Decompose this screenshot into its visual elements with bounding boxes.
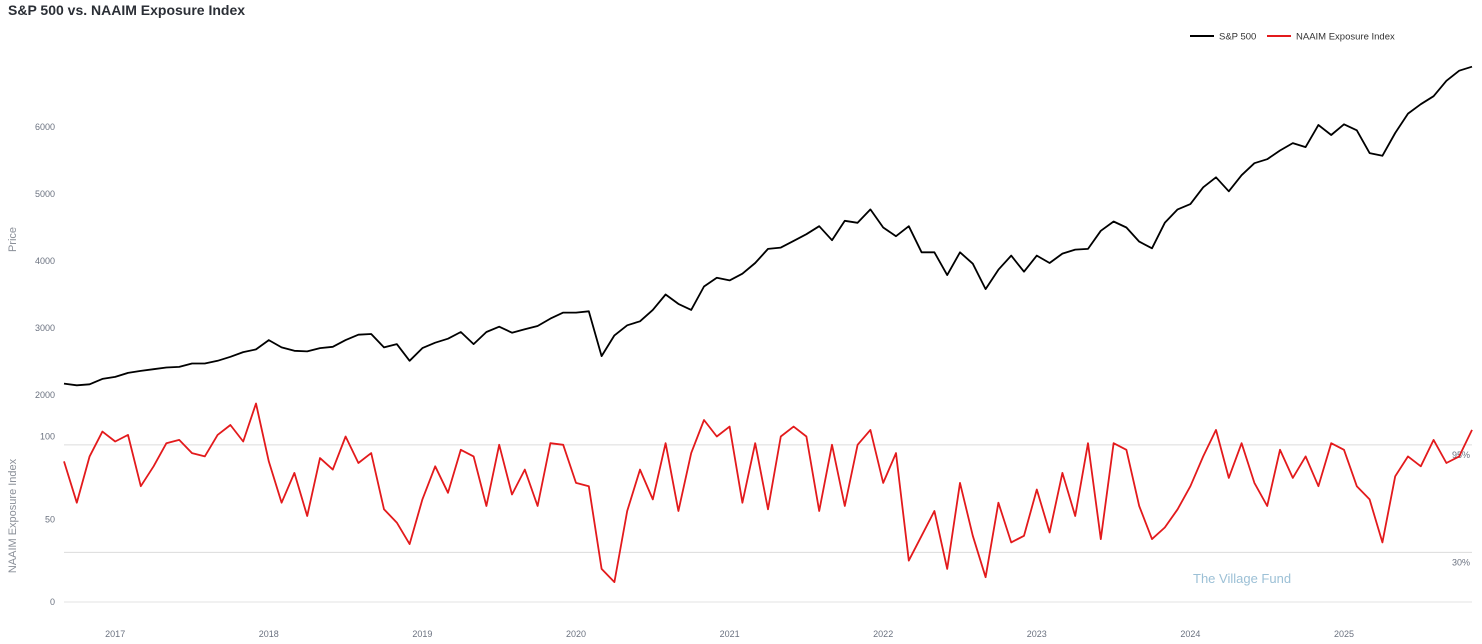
price-y-tick-label: 4000 (35, 256, 55, 266)
naaim-series-line (63, 402, 1473, 583)
x-tick-label: 2019 (412, 629, 432, 639)
chart-title: S&P 500 vs. NAAIM Exposure Index (8, 2, 246, 18)
x-axis: 2017 2018 2019 2020 2021 2022 2023 2024 2025 (105, 629, 1354, 639)
sp500-series-line (63, 65, 1473, 387)
x-tick-label: 2017 (105, 629, 125, 639)
price-y-axis-title: Price (7, 227, 19, 252)
x-tick-label: 2021 (720, 629, 740, 639)
x-tick-label: 2024 (1180, 629, 1200, 639)
legend: S&P 500 NAAIM Exposure Index (1190, 32, 1395, 43)
naaim-y-tick-label: 100 (40, 432, 55, 442)
watermark: The Village Fund (1193, 571, 1291, 586)
legend-label: S&P 500 (1219, 32, 1256, 43)
naaim-panel: 95% 30% 0 50 100 NAAIM Exposure Index (7, 402, 1473, 607)
price-y-tick-label: 3000 (35, 323, 55, 333)
reference-line-label: 30% (1452, 557, 1470, 567)
x-tick-label: 2022 (873, 629, 893, 639)
x-tick-label: 2023 (1027, 629, 1047, 639)
price-panel: 2000 3000 4000 5000 6000 Price (7, 65, 1473, 400)
legend-item: NAAIM Exposure Index (1267, 32, 1395, 43)
price-y-tick-label: 5000 (35, 189, 55, 199)
legend-label: NAAIM Exposure Index (1296, 32, 1395, 43)
naaim-y-tick-label: 50 (45, 514, 55, 524)
reference-line-label: 95% (1452, 450, 1470, 460)
legend-item: S&P 500 (1190, 32, 1256, 43)
naaim-y-tick-label: 0 (50, 597, 55, 607)
price-y-tick-label: 6000 (35, 122, 55, 132)
x-tick-label: 2025 (1334, 629, 1354, 639)
price-y-tick-label: 2000 (35, 390, 55, 400)
x-tick-label: 2018 (259, 629, 279, 639)
naaim-y-axis-title: NAAIM Exposure Index (7, 458, 19, 573)
x-tick-label: 2020 (566, 629, 586, 639)
